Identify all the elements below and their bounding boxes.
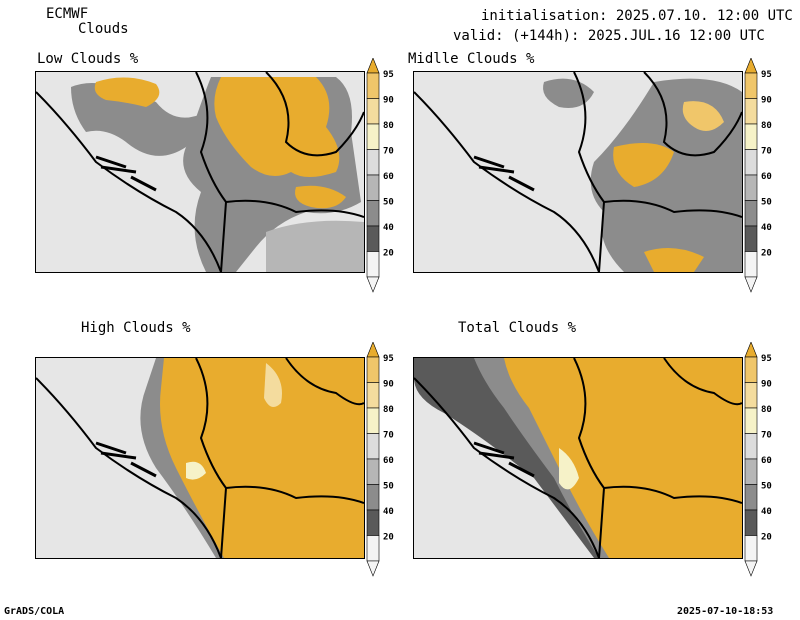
colorbar-box — [744, 484, 758, 511]
colorbar-tick-label: 70 — [383, 431, 394, 441]
colorbar-tick-label: 90 — [383, 380, 394, 390]
colorbar-box — [366, 433, 380, 460]
colorbar-box — [744, 458, 758, 485]
colorbar-box — [744, 509, 758, 536]
colorbar-tick-label: 20 — [761, 533, 772, 543]
map-middle-clouds — [413, 71, 743, 273]
colorbar-top-arrow — [366, 341, 380, 358]
high-clouds-field — [36, 358, 364, 558]
colorbar-box — [744, 535, 758, 562]
valid-time-label: valid: (+144h): 2025.JUL.16 12:00 UTC — [453, 28, 765, 44]
colorbar-bottom-arrow — [744, 560, 758, 577]
colorbar-tick-label: 90 — [761, 96, 772, 106]
colorbar-box — [366, 251, 380, 278]
colorbar-tick-label: 40 — [383, 223, 394, 233]
colorbar-tick-label: 70 — [761, 147, 772, 157]
colorbar-box — [744, 251, 758, 278]
colorbar-top-arrow — [744, 341, 758, 358]
panel-title-low: Low Clouds % — [37, 51, 139, 67]
colorbar-box — [366, 149, 380, 176]
colorbar-tick-label: 70 — [383, 147, 394, 157]
panel-title-high: High Clouds % — [81, 320, 191, 336]
colorbar-box — [744, 98, 758, 125]
middle-clouds-field — [414, 72, 742, 272]
colorbar-tick-label: 60 — [761, 456, 772, 466]
colorbar-tick-label: 40 — [761, 507, 772, 517]
colorbar-total: 95 90 80 70 60 50 40 20 — [743, 341, 783, 581]
map-total-clouds — [413, 357, 743, 559]
colorbar-tick-label: 90 — [383, 96, 394, 106]
colorbar-middle: 95 90 80 70 60 50 40 20 — [743, 57, 783, 297]
colorbar-tick-label: 40 — [383, 507, 394, 517]
colorbar-box — [366, 458, 380, 485]
colorbar-box — [744, 174, 758, 201]
colorbar-tick-label: 50 — [383, 482, 394, 492]
colorbar-tick-label: 80 — [761, 121, 772, 131]
colorbar-box — [744, 407, 758, 434]
colorbar-high: 95 90 80 70 60 50 40 20 — [365, 341, 405, 581]
colorbar-tick-label: 80 — [383, 121, 394, 131]
colorbar-top-arrow — [744, 57, 758, 74]
colorbar-tick-label: 20 — [383, 533, 394, 543]
colorbar-box — [366, 98, 380, 125]
map-high-clouds — [35, 357, 365, 559]
colorbar-box — [744, 225, 758, 252]
colorbar-box — [366, 356, 380, 383]
panel-title-middle: Midlle Clouds % — [408, 51, 535, 67]
colorbar-bottom-arrow — [366, 276, 380, 293]
colorbar-tick-label: 95 — [761, 354, 772, 364]
colorbar-box — [366, 225, 380, 252]
colorbar-box — [366, 407, 380, 434]
colorbar-box — [366, 72, 380, 99]
colorbar-tick-label: 70 — [761, 431, 772, 441]
colorbar-tick-label: 50 — [383, 198, 394, 208]
colorbar-low: 95 90 80 70 60 50 40 20 — [365, 57, 405, 297]
colorbar-box — [366, 509, 380, 536]
colorbar-tick-label: 50 — [761, 198, 772, 208]
colorbar-tick-label: 80 — [383, 405, 394, 415]
colorbar-box — [744, 149, 758, 176]
initialisation-label: initialisation: 2025.07.10. 12:00 UTC — [481, 8, 793, 24]
colorbar-box — [744, 200, 758, 227]
colorbar-box — [366, 123, 380, 150]
colorbar-tick-label: 90 — [761, 380, 772, 390]
colorbar-top-arrow — [366, 57, 380, 74]
colorbar-tick-label: 95 — [761, 70, 772, 80]
colorbar-tick-label: 95 — [383, 354, 394, 364]
colorbar-box — [366, 484, 380, 511]
map-low-clouds — [35, 71, 365, 273]
colorbar-tick-label: 60 — [383, 456, 394, 466]
model-label: ECMWF — [46, 6, 89, 22]
colorbar-box — [366, 382, 380, 409]
colorbar-tick-label: 20 — [761, 249, 772, 259]
colorbar-tick-label: 40 — [761, 223, 772, 233]
footer-timestamp-label: 2025-07-10-18:53 — [677, 606, 774, 617]
colorbar-bottom-arrow — [366, 560, 380, 577]
colorbar-box — [744, 382, 758, 409]
colorbar-box — [744, 72, 758, 99]
colorbar-box — [366, 200, 380, 227]
footer-software-label: GrADS/COLA — [4, 606, 65, 617]
total-clouds-field — [414, 358, 742, 558]
low-clouds-field — [36, 72, 364, 272]
colorbar-bottom-arrow — [744, 276, 758, 293]
panel-title-total: Total Clouds % — [458, 320, 577, 336]
colorbar-box — [366, 174, 380, 201]
colorbar-box — [366, 535, 380, 562]
colorbar-box — [744, 123, 758, 150]
colorbar-box — [744, 356, 758, 383]
colorbar-tick-label: 95 — [383, 70, 394, 80]
colorbar-tick-label: 60 — [761, 172, 772, 182]
colorbar-tick-label: 20 — [383, 249, 394, 259]
product-label: Clouds — [78, 21, 129, 37]
colorbar-tick-label: 60 — [383, 172, 394, 182]
colorbar-box — [744, 433, 758, 460]
colorbar-tick-label: 80 — [761, 405, 772, 415]
colorbar-tick-label: 50 — [761, 482, 772, 492]
